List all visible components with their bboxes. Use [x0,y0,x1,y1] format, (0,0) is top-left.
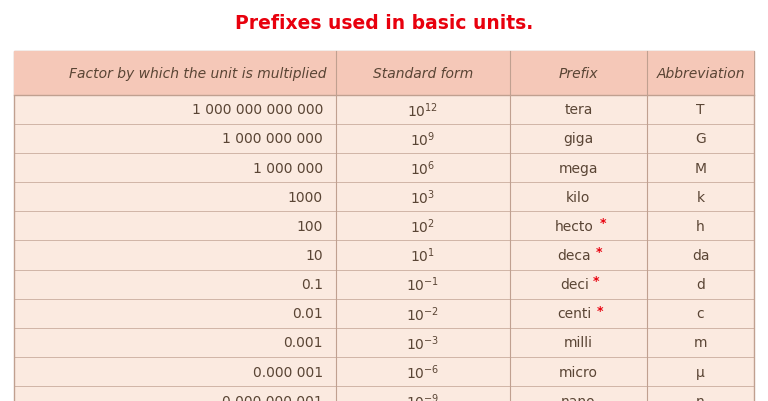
Text: 0.000 001: 0.000 001 [253,365,323,379]
Text: $10^{-2}$: $10^{-2}$ [406,304,439,323]
Text: T: T [697,103,705,117]
Text: d: d [696,277,705,292]
Text: G: G [695,132,706,146]
Text: mega: mega [558,161,598,175]
Text: $10^{-9}$: $10^{-9}$ [406,391,439,401]
Text: deca: deca [558,248,591,262]
Text: *: * [593,275,600,288]
Text: $10^{1}$: $10^{1}$ [410,246,435,265]
Text: n: n [696,394,705,401]
Text: $10^{-3}$: $10^{-3}$ [406,333,439,352]
Text: 10: 10 [306,248,323,262]
Text: kilo: kilo [566,190,591,204]
Text: $10^{-6}$: $10^{-6}$ [406,363,439,381]
Text: 0.001: 0.001 [283,336,323,350]
Text: 1 000 000: 1 000 000 [253,161,323,175]
Text: centi: centi [558,306,591,320]
Text: $10^{9}$: $10^{9}$ [410,130,435,148]
Text: h: h [696,219,705,233]
Text: Prefix: Prefix [558,67,598,81]
Text: da: da [692,248,710,262]
Text: m: m [694,336,707,350]
Text: 1 000 000 000 000: 1 000 000 000 000 [192,103,323,117]
Text: c: c [697,306,704,320]
Text: Abbreviation: Abbreviation [656,67,745,81]
Text: $10^{6}$: $10^{6}$ [410,159,435,177]
Text: *: * [599,217,606,229]
Text: 0.1: 0.1 [301,277,323,292]
Text: nano: nano [561,394,596,401]
Text: 0.000 000 001: 0.000 000 001 [222,394,323,401]
Text: micro: micro [559,365,598,379]
Text: deci: deci [560,277,589,292]
Text: 100: 100 [296,219,323,233]
Text: 1000: 1000 [288,190,323,204]
Text: $10^{3}$: $10^{3}$ [410,188,435,207]
Text: giga: giga [563,132,594,146]
Text: 1 000 000 000: 1 000 000 000 [222,132,323,146]
Text: Factor by which the unit is multiplied: Factor by which the unit is multiplied [68,67,326,81]
Text: 0.01: 0.01 [293,306,323,320]
Text: *: * [596,246,603,259]
Text: $10^{2}$: $10^{2}$ [410,217,435,235]
Text: *: * [597,304,603,317]
Text: k: k [697,190,704,204]
Bar [14,52,754,95]
Text: hecto: hecto [554,219,594,233]
Text: M: M [694,161,707,175]
Text: Prefixes used in basic units.: Prefixes used in basic units. [235,14,533,33]
Text: Standard form: Standard form [372,67,473,81]
Text: $10^{-1}$: $10^{-1}$ [406,275,439,294]
Text: milli: milli [564,336,593,350]
Text: μ: μ [696,365,705,379]
Text: tera: tera [564,103,593,117]
Text: $10^{12}$: $10^{12}$ [407,101,439,119]
